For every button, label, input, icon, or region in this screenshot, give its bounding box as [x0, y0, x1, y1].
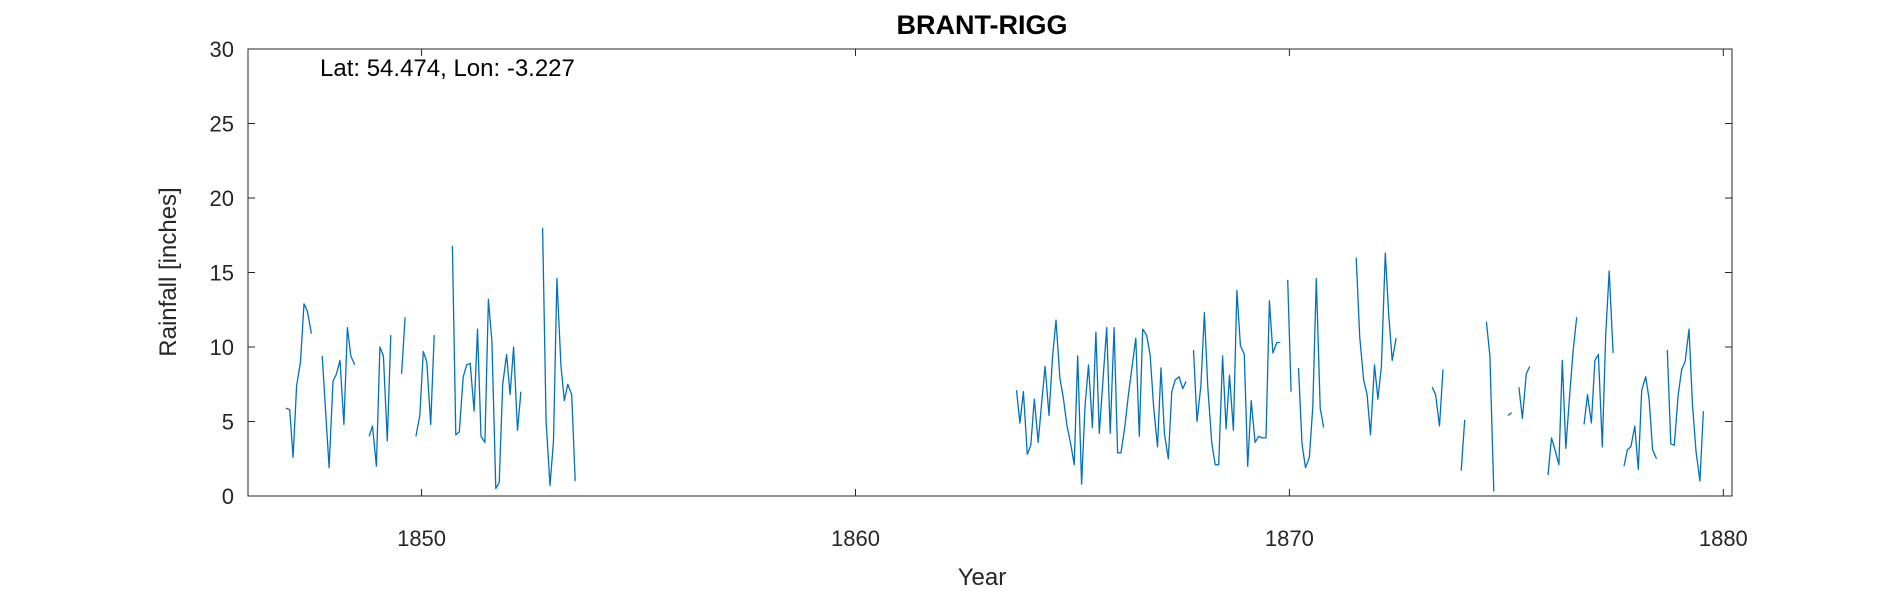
rainfall-line-segment	[415, 335, 435, 437]
rainfall-line-segment	[1485, 321, 1495, 492]
y-tick-label: 10	[210, 335, 234, 360]
x-tick-label: 1850	[397, 526, 446, 551]
rainfall-line-segment	[400, 317, 406, 374]
rainfall-line-segment	[1297, 277, 1325, 469]
rainfall-line-segment	[1015, 319, 1187, 485]
data-series	[285, 227, 1705, 492]
y-axis-label: Rainfall [inches]	[155, 187, 182, 356]
x-axis-label: Year	[958, 564, 1007, 591]
rainfall-line-segment	[1507, 412, 1513, 417]
plot-area-frame	[247, 48, 1733, 497]
x-tick-label: 1880	[1699, 526, 1748, 551]
rainfall-line-segment	[451, 245, 522, 490]
rainfall-line-segment	[285, 303, 313, 458]
y-tick-label: 30	[210, 37, 234, 62]
rainfall-line-segment	[1623, 376, 1658, 470]
rainfall-line-segment	[1583, 270, 1614, 448]
rainfall-line-segment	[1547, 317, 1578, 476]
rainfall-line-segment	[321, 326, 356, 469]
axis-ticks: 0 5 10 15 20 25 30 1850 1860 1870 1880	[210, 37, 1748, 551]
y-tick-label: 20	[210, 186, 234, 211]
rainfall-line-segment	[1460, 419, 1466, 471]
rainfall-line-segment	[1431, 369, 1444, 427]
rainfall-line-segment	[1666, 328, 1705, 482]
x-tick-label: 1870	[1265, 526, 1314, 551]
rainfall-line-segment	[1192, 289, 1281, 467]
location-annotation: Lat: 54.474, Lon: -3.227	[320, 55, 575, 82]
y-tick-label: 5	[222, 410, 234, 435]
chart-title: BRANT-RIGG	[897, 10, 1068, 40]
y-tick-label: 15	[210, 261, 234, 286]
rainfall-line-segment	[541, 227, 576, 487]
y-tick-label: 25	[210, 112, 234, 137]
y-tick-label: 0	[222, 484, 234, 509]
rainfall-line-segment	[1518, 366, 1531, 420]
rainfall-line-segment	[368, 335, 392, 467]
x-tick-label: 1860	[831, 526, 880, 551]
rainfall-line-segment	[1287, 279, 1292, 392]
rainfall-line-segment	[1355, 252, 1397, 436]
